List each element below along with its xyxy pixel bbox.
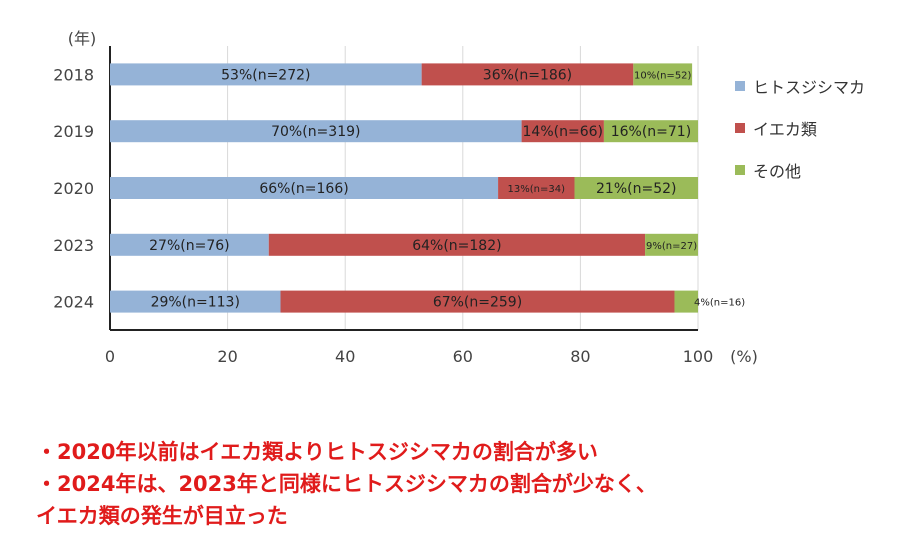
legend-swatch-other — [735, 165, 745, 175]
bar-segment — [280, 290, 675, 313]
x-tick-label: 60 — [453, 347, 473, 366]
note-line-2: ・2024年は、2023年と同様にヒトスジシマカの割合が少なく、 — [36, 472, 657, 496]
category-label: 2019 — [53, 122, 94, 141]
legend-item-other: その他 — [735, 160, 865, 181]
bar-segment — [498, 177, 575, 199]
bar-segment — [574, 177, 698, 199]
x-tick-label: 0 — [105, 347, 115, 366]
data-label: 29%(n=113) — [151, 295, 240, 311]
data-label: 4%(n=16) — [694, 298, 745, 309]
x-tick-label: 40 — [335, 347, 355, 366]
data-label: 70%(n=319) — [271, 124, 360, 140]
legend: ヒトスジシマカ イエカ類 その他 — [735, 76, 865, 202]
data-label: 53%(n=272) — [221, 67, 310, 83]
category-label: 2024 — [53, 293, 94, 312]
bar-segment — [633, 63, 693, 86]
legend-swatch-hitosuji — [735, 81, 745, 91]
bar-segment — [110, 233, 269, 256]
legend-swatch-ieka — [735, 123, 745, 133]
bar-segment — [603, 120, 698, 143]
bar-segment — [110, 63, 422, 86]
data-label: 14%(n=66) — [523, 124, 603, 140]
bar-segment — [421, 63, 634, 86]
data-label: 9%(n=27) — [646, 241, 697, 252]
bar-segment — [645, 233, 698, 256]
note-line-3: イエカ類の発生が目立った — [36, 504, 288, 528]
category-label: 2018 — [53, 65, 94, 84]
bar-segment — [268, 233, 646, 256]
data-label: 21%(n=52) — [596, 181, 676, 197]
legend-item-ieka: イエカ類 — [735, 118, 865, 139]
legend-label-other: その他 — [753, 162, 802, 181]
bar-segment — [674, 290, 698, 313]
bar-segment — [521, 120, 604, 143]
legend-item-hitosuji: ヒトスジシマカ — [735, 76, 866, 97]
data-label: 27%(n=76) — [149, 238, 229, 254]
x-tick-label: 80 — [570, 347, 590, 366]
data-label: 36%(n=186) — [483, 67, 572, 83]
stacked-bar-chart: 0 20 40 60 80 100 (%) (年) 2018 53%(n=272) 36%(n=18… — [53, 29, 758, 366]
data-label: 16%(n=71) — [611, 124, 691, 140]
x-unit-label: (%) — [730, 347, 758, 366]
x-tick-label: 100 — [683, 347, 714, 366]
data-label: 10%(n=52) — [634, 70, 692, 81]
legend-label-hitosuji: ヒトスジシマカ — [753, 78, 866, 97]
data-label: 13%(n=34) — [508, 184, 566, 195]
y-unit-label: (年) — [68, 29, 97, 48]
category-label: 2020 — [53, 179, 94, 198]
bar-segment — [110, 290, 281, 313]
note-line-1: ・2020年以前はイエカ類よりヒトスジシマカの割合が多い — [36, 440, 598, 464]
category-label: 2023 — [53, 236, 94, 255]
legend-label-ieka: イエカ類 — [753, 120, 817, 139]
bar-segment — [110, 120, 522, 143]
data-label: 64%(n=182) — [412, 238, 501, 254]
x-tick-label: 20 — [217, 347, 237, 366]
data-label: 66%(n=166) — [259, 181, 348, 197]
summary-notes: ・2020年以前はイエカ類よりヒトスジシマカの割合が多い ・2024年は、202… — [36, 436, 657, 532]
data-label: 67%(n=259) — [433, 295, 522, 311]
bar-segment — [110, 177, 499, 199]
